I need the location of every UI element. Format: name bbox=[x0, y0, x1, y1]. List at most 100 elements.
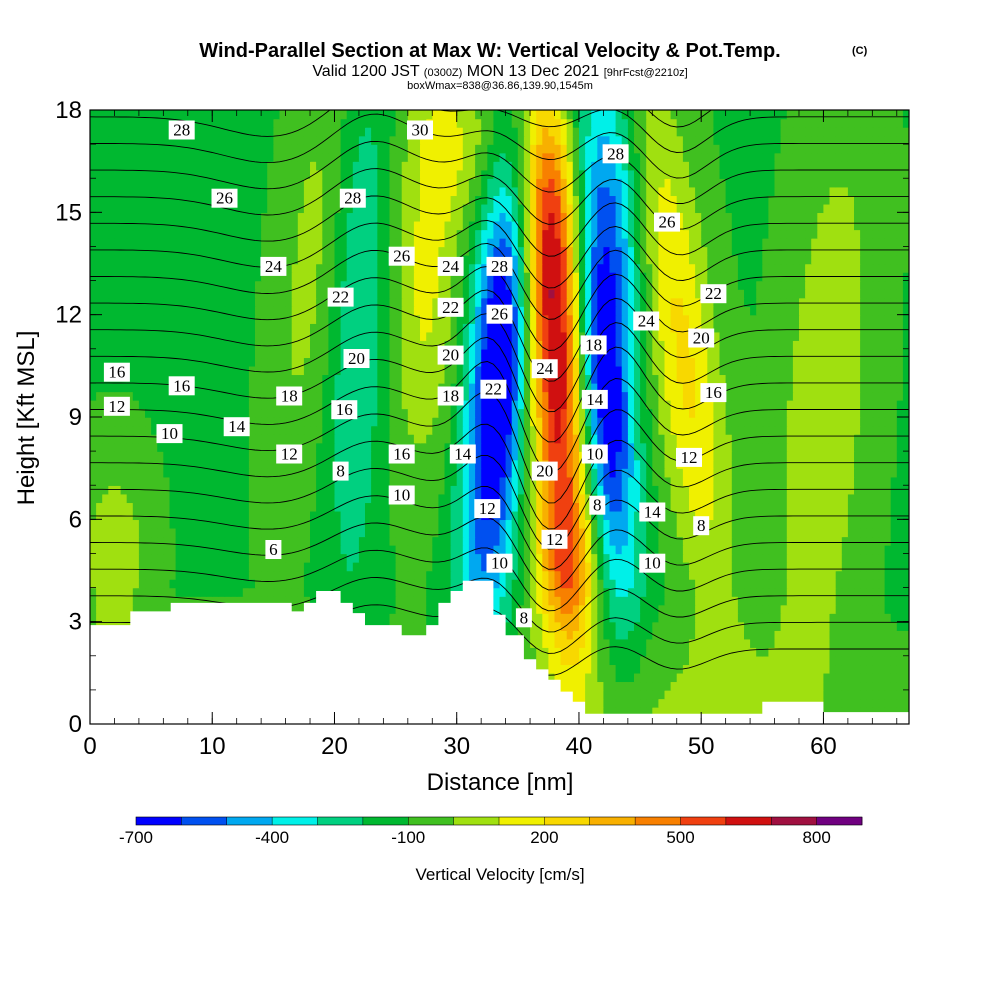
field-cell bbox=[805, 587, 812, 597]
field-cell bbox=[658, 630, 666, 640]
field-cell bbox=[365, 485, 372, 495]
field-cell bbox=[383, 613, 391, 623]
field-cell bbox=[829, 672, 837, 683]
field-cell bbox=[438, 570, 446, 580]
field-cell bbox=[255, 493, 262, 504]
field-cell bbox=[303, 562, 311, 572]
field-cell bbox=[878, 536, 886, 546]
field-cell bbox=[872, 510, 880, 521]
field-cell bbox=[890, 510, 898, 521]
field-cell bbox=[860, 544, 867, 555]
field-cell bbox=[854, 544, 861, 555]
field-cell bbox=[658, 434, 666, 444]
field-cell bbox=[737, 451, 745, 461]
field-cell bbox=[627, 536, 635, 546]
field-cell bbox=[352, 604, 360, 614]
field-cell bbox=[792, 579, 800, 589]
field-cell bbox=[132, 442, 140, 452]
field-cell bbox=[627, 562, 635, 572]
field-cell bbox=[664, 502, 672, 512]
field-cell bbox=[212, 527, 220, 538]
field-cell bbox=[572, 579, 580, 589]
field-cell bbox=[554, 621, 562, 631]
field-cell bbox=[358, 476, 366, 486]
field-cell bbox=[456, 527, 464, 538]
field-cell bbox=[310, 417, 317, 427]
field-cell bbox=[823, 476, 831, 486]
field-cell bbox=[774, 519, 782, 529]
field-cell bbox=[444, 485, 452, 495]
field-cell bbox=[120, 434, 128, 444]
field-cell bbox=[151, 562, 158, 572]
field-cell bbox=[505, 527, 513, 538]
field-cell bbox=[756, 544, 764, 555]
field-cell bbox=[230, 434, 238, 444]
field-cell bbox=[854, 613, 861, 623]
field-cell bbox=[640, 434, 647, 444]
field-cell bbox=[505, 425, 513, 435]
field-cell bbox=[841, 519, 849, 529]
field-cell bbox=[854, 689, 861, 700]
field-cell bbox=[340, 536, 348, 546]
field-cell bbox=[744, 655, 751, 666]
field-cell bbox=[902, 544, 909, 555]
field-cell bbox=[902, 510, 909, 521]
field-cell bbox=[487, 442, 495, 452]
field-cell bbox=[725, 579, 733, 589]
field-cell bbox=[615, 451, 623, 461]
field-cell bbox=[273, 485, 281, 495]
field-cell bbox=[902, 485, 909, 495]
field-cell bbox=[579, 681, 586, 691]
field-cell bbox=[689, 689, 696, 700]
field-cell bbox=[896, 698, 904, 708]
field-cell bbox=[609, 647, 617, 657]
field-cell bbox=[566, 425, 574, 435]
field-cell bbox=[701, 442, 709, 452]
field-cell bbox=[310, 502, 317, 512]
field-cell bbox=[682, 510, 690, 521]
field-cell bbox=[744, 621, 751, 631]
field-cell bbox=[151, 519, 158, 529]
field-cell bbox=[902, 655, 909, 666]
field-cell bbox=[695, 485, 702, 495]
field-cell bbox=[676, 604, 684, 614]
field-cell bbox=[744, 510, 751, 521]
field-cell bbox=[291, 519, 299, 529]
field-cell bbox=[145, 408, 152, 418]
field-cell bbox=[303, 459, 311, 469]
field-cell bbox=[609, 544, 617, 555]
field-cell bbox=[138, 562, 146, 572]
field-cell bbox=[126, 399, 134, 410]
field-cell bbox=[175, 502, 183, 512]
field-cell bbox=[689, 604, 696, 614]
field-cell bbox=[316, 442, 323, 452]
field-cell bbox=[279, 434, 287, 444]
field-cell bbox=[841, 451, 849, 461]
field-cell bbox=[695, 510, 702, 521]
field-cell bbox=[579, 425, 586, 435]
field-cell bbox=[713, 485, 721, 495]
field-cell bbox=[774, 655, 782, 666]
field-cell bbox=[212, 562, 220, 572]
field-cell bbox=[701, 459, 709, 469]
field-cell bbox=[786, 638, 794, 648]
field-cell bbox=[560, 621, 568, 631]
field-cell bbox=[371, 570, 378, 580]
field-cell bbox=[762, 536, 770, 546]
field-cell bbox=[854, 527, 861, 538]
field-cell bbox=[774, 587, 782, 597]
field-cell bbox=[585, 613, 592, 623]
field-cell bbox=[744, 493, 751, 504]
field-cell bbox=[432, 408, 440, 418]
field-cell bbox=[346, 485, 354, 495]
field-cell bbox=[193, 442, 201, 452]
field-cell bbox=[297, 493, 305, 504]
field-cell bbox=[151, 510, 158, 521]
field-cell bbox=[762, 459, 770, 469]
field-cell bbox=[187, 519, 195, 529]
field-cell bbox=[701, 510, 709, 521]
field-cell bbox=[261, 408, 268, 418]
field-cell bbox=[193, 570, 201, 580]
field-cell bbox=[860, 527, 867, 538]
field-cell bbox=[475, 527, 482, 538]
